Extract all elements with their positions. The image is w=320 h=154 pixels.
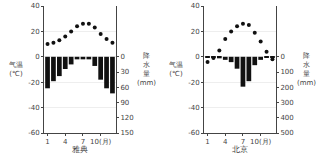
svg-text:1: 1 xyxy=(205,138,209,146)
svg-text:40: 40 xyxy=(31,2,40,10)
svg-text:-20: -20 xyxy=(188,79,199,87)
svg-text:7: 7 xyxy=(241,138,245,146)
svg-text:1: 1 xyxy=(45,138,49,146)
svg-text:4: 4 xyxy=(223,138,228,146)
svg-text:-60: -60 xyxy=(28,129,39,137)
svg-text:0: 0 xyxy=(120,53,124,61)
svg-text:30: 30 xyxy=(120,68,129,76)
svg-text:120: 120 xyxy=(120,114,133,122)
svg-text:7: 7 xyxy=(81,138,85,146)
svg-text:40: 40 xyxy=(191,2,200,10)
svg-text:60: 60 xyxy=(120,84,129,92)
svg-text:200: 200 xyxy=(280,84,293,92)
svg-text:20: 20 xyxy=(191,28,200,36)
svg-text:雅典: 雅典 xyxy=(72,145,88,154)
svg-text:0: 0 xyxy=(35,53,39,61)
svg-text:气温(℃): 气温(℃) xyxy=(169,61,183,78)
svg-text:气温(℃): 气温(℃) xyxy=(9,61,23,78)
svg-text:300: 300 xyxy=(280,99,293,107)
svg-text:降水量(mm): 降水量(mm) xyxy=(137,52,156,87)
svg-text:0: 0 xyxy=(280,53,284,61)
svg-text:北京: 北京 xyxy=(232,145,248,154)
svg-text:500: 500 xyxy=(280,129,293,137)
svg-text:0: 0 xyxy=(195,53,199,61)
svg-text:降水量(mm): 降水量(mm) xyxy=(297,52,316,87)
svg-text:-40: -40 xyxy=(28,104,39,112)
svg-text:100: 100 xyxy=(280,68,293,76)
svg-text:10(月): 10(月) xyxy=(250,138,272,146)
svg-text:20: 20 xyxy=(31,28,40,36)
svg-text:90: 90 xyxy=(120,99,129,107)
svg-text:400: 400 xyxy=(280,114,293,122)
svg-text:-40: -40 xyxy=(188,104,199,112)
svg-text:-20: -20 xyxy=(28,79,39,87)
svg-text:10(月): 10(月) xyxy=(90,138,112,146)
svg-text:-60: -60 xyxy=(188,129,199,137)
svg-text:150: 150 xyxy=(120,129,133,137)
svg-text:4: 4 xyxy=(63,138,68,146)
